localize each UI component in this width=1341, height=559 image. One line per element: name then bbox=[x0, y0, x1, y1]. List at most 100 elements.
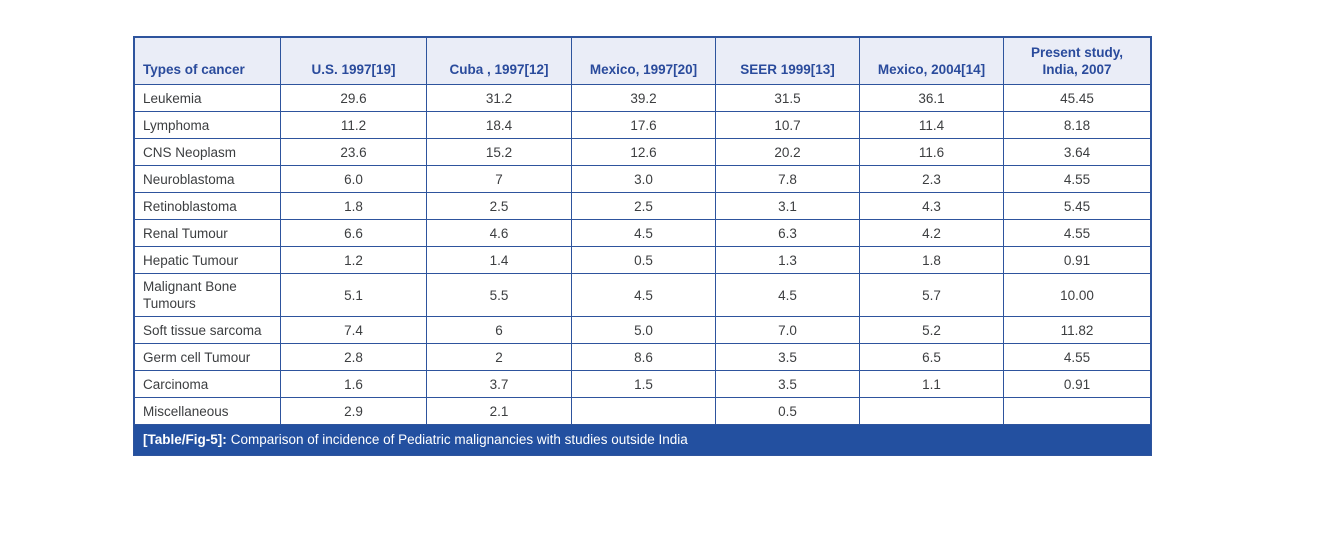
data-cell: 10.7 bbox=[715, 111, 860, 139]
data-cell: 11.82 bbox=[1003, 316, 1151, 344]
table-row: Retinoblastoma 1.8 2.5 2.5 3.1 4.3 5.45 bbox=[134, 192, 1151, 220]
data-cell: 4.55 bbox=[1003, 165, 1151, 193]
data-cell: 11.6 bbox=[859, 138, 1004, 166]
data-cell: 0.91 bbox=[1003, 246, 1151, 274]
data-cell: 7 bbox=[426, 165, 572, 193]
data-cell: 8.6 bbox=[571, 343, 716, 371]
data-cell: 18.4 bbox=[426, 111, 572, 139]
column-header: Cuba , 1997[12] bbox=[426, 37, 572, 85]
data-cell: 6 bbox=[426, 316, 572, 344]
data-cell: 5.0 bbox=[571, 316, 716, 344]
row-label: Retinoblastoma bbox=[134, 192, 281, 220]
data-cell: 0.5 bbox=[571, 246, 716, 274]
row-label: Hepatic Tumour bbox=[134, 246, 281, 274]
data-cell: 7.8 bbox=[715, 165, 860, 193]
data-cell: 45.45 bbox=[1003, 84, 1151, 112]
data-cell: 6.0 bbox=[280, 165, 427, 193]
data-cell: 3.64 bbox=[1003, 138, 1151, 166]
comparison-table: Types of cancer U.S. 1997[19] Cuba , 1997[… bbox=[133, 36, 1152, 456]
data-cell: 3.5 bbox=[715, 343, 860, 371]
column-header: U.S. 1997[19] bbox=[280, 37, 427, 85]
row-label: Soft tissue sarcoma bbox=[134, 316, 281, 344]
caption-text: Comparison of incidence of Pediatric mal… bbox=[230, 432, 688, 447]
column-header-types-of-cancer: Types of cancer bbox=[134, 37, 281, 85]
table-row: Soft tissue sarcoma 7.4 6 5.0 7.0 5.2 11.82 bbox=[134, 316, 1151, 344]
data-cell bbox=[859, 397, 1004, 425]
column-header: Mexico, 1997[20] bbox=[571, 37, 716, 85]
data-cell: 5.7 bbox=[859, 273, 1004, 317]
data-cell: 31.5 bbox=[715, 84, 860, 112]
data-cell bbox=[1003, 397, 1151, 425]
row-label: Germ cell Tumour bbox=[134, 343, 281, 371]
data-cell: 29.6 bbox=[280, 84, 427, 112]
table-row: Neuroblastoma 6.0 7 3.0 7.8 2.3 4.55 bbox=[134, 165, 1151, 193]
table-row: Miscellaneous 2.9 2.1 0.5 bbox=[134, 397, 1151, 425]
data-cell: 2.8 bbox=[280, 343, 427, 371]
table-row: Carcinoma 1.6 3.7 1.5 3.5 1.1 0.91 bbox=[134, 370, 1151, 398]
table-row: Lymphoma 11.2 18.4 17.6 10.7 11.4 8.18 bbox=[134, 111, 1151, 139]
data-cell: 6.6 bbox=[280, 219, 427, 247]
data-cell: 23.6 bbox=[280, 138, 427, 166]
data-cell: 4.5 bbox=[571, 219, 716, 247]
row-label: Miscellaneous bbox=[134, 397, 281, 425]
data-cell: 5.5 bbox=[426, 273, 572, 317]
data-cell: 3.0 bbox=[571, 165, 716, 193]
data-cell: 5.45 bbox=[1003, 192, 1151, 220]
table-row: CNS Neoplasm 23.6 15.2 12.6 20.2 11.6 3.64 bbox=[134, 138, 1151, 166]
data-cell: 39.2 bbox=[571, 84, 716, 112]
data-cell: 1.3 bbox=[715, 246, 860, 274]
data-cell: 12.6 bbox=[571, 138, 716, 166]
data-cell: 1.1 bbox=[859, 370, 1004, 398]
column-header: Present study, India, 2007 bbox=[1003, 37, 1151, 85]
data-cell: 36.1 bbox=[859, 84, 1004, 112]
data-cell: 2.1 bbox=[426, 397, 572, 425]
data-cell: 2.5 bbox=[426, 192, 572, 220]
data-cell: 4.6 bbox=[426, 219, 572, 247]
table-row: Hepatic Tumour 1.2 1.4 0.5 1.3 1.8 0.91 bbox=[134, 246, 1151, 274]
row-label: Lymphoma bbox=[134, 111, 281, 139]
row-label: Carcinoma bbox=[134, 370, 281, 398]
header-row: Types of cancer U.S. 1997[19] Cuba , 1997[… bbox=[134, 37, 1151, 85]
data-cell: 3.7 bbox=[426, 370, 572, 398]
table-row: Germ cell Tumour 2.8 2 8.6 3.5 6.5 4.55 bbox=[134, 343, 1151, 371]
row-label: Malignant Bone Tumours bbox=[134, 273, 281, 317]
data-cell: 4.55 bbox=[1003, 219, 1151, 247]
data-cell: 1.8 bbox=[280, 192, 427, 220]
data-cell: 20.2 bbox=[715, 138, 860, 166]
data-cell: 2.5 bbox=[571, 192, 716, 220]
data-cell: 7.0 bbox=[715, 316, 860, 344]
data-cell: 3.5 bbox=[715, 370, 860, 398]
data-cell: 2.9 bbox=[280, 397, 427, 425]
data-cell: 2.3 bbox=[859, 165, 1004, 193]
column-header: SEER 1999[13] bbox=[715, 37, 860, 85]
data-cell: 6.3 bbox=[715, 219, 860, 247]
data-cell: 10.00 bbox=[1003, 273, 1151, 317]
data-cell: 17.6 bbox=[571, 111, 716, 139]
data-cell: 4.2 bbox=[859, 219, 1004, 247]
data-cell: 0.5 bbox=[715, 397, 860, 425]
data-cell: 1.6 bbox=[280, 370, 427, 398]
data-cell: 6.5 bbox=[859, 343, 1004, 371]
row-label: Renal Tumour bbox=[134, 219, 281, 247]
data-cell bbox=[571, 397, 716, 425]
data-cell: 5.2 bbox=[859, 316, 1004, 344]
data-cell: 4.5 bbox=[571, 273, 716, 317]
incidence-table: Types of cancer U.S. 1997[19] Cuba , 1997[… bbox=[134, 37, 1151, 425]
data-cell: 5.1 bbox=[280, 273, 427, 317]
row-label: Neuroblastoma bbox=[134, 165, 281, 193]
data-cell: 11.2 bbox=[280, 111, 427, 139]
data-cell: 8.18 bbox=[1003, 111, 1151, 139]
data-cell: 4.55 bbox=[1003, 343, 1151, 371]
data-cell: 4.5 bbox=[715, 273, 860, 317]
data-cell: 15.2 bbox=[426, 138, 572, 166]
column-header: Mexico, 2004[14] bbox=[859, 37, 1004, 85]
data-cell: 11.4 bbox=[859, 111, 1004, 139]
data-cell: 1.5 bbox=[571, 370, 716, 398]
table-row: Renal Tumour 6.6 4.6 4.5 6.3 4.2 4.55 bbox=[134, 219, 1151, 247]
data-cell: 4.3 bbox=[859, 192, 1004, 220]
table-row: Malignant Bone Tumours 5.1 5.5 4.5 4.5 5.7 10.… bbox=[134, 273, 1151, 317]
data-cell: 7.4 bbox=[280, 316, 427, 344]
table-body: Leukemia 29.6 31.2 39.2 31.5 36.1 45.45 Lymphom… bbox=[134, 84, 1151, 425]
data-cell: 2 bbox=[426, 343, 572, 371]
row-label: CNS Neoplasm bbox=[134, 138, 281, 166]
